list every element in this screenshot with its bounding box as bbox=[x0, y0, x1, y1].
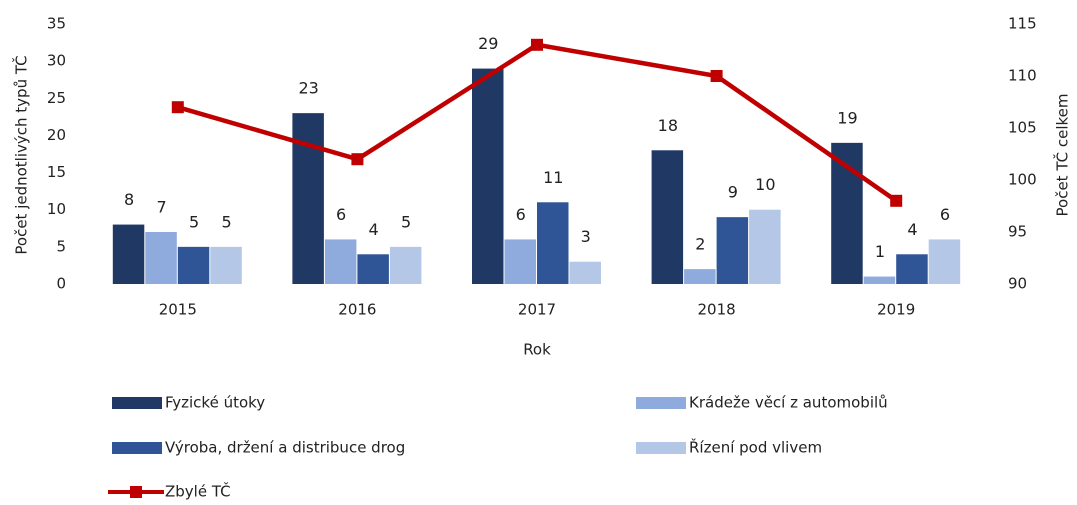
y-axis-title: Počet jednotlivých typů TČ bbox=[12, 55, 31, 254]
line-marker bbox=[710, 70, 723, 82]
value-label: 1 bbox=[875, 242, 885, 261]
legend-label: Krádeže věcí z automobilů bbox=[689, 394, 888, 412]
value-label: 2 bbox=[695, 235, 705, 254]
value-label: 5 bbox=[401, 212, 411, 231]
bar bbox=[177, 246, 210, 284]
value-label: 7 bbox=[156, 198, 166, 217]
x-tick-label: 2016 bbox=[338, 301, 376, 319]
x-axis-title: Rok bbox=[523, 341, 551, 359]
legend-label: Fyzické útoky bbox=[165, 394, 265, 412]
bar bbox=[896, 254, 928, 284]
value-label: 29 bbox=[478, 34, 498, 53]
bar bbox=[716, 217, 749, 284]
value-label: 10 bbox=[755, 175, 775, 194]
y-tick-label: 25 bbox=[47, 89, 66, 107]
y-tick-label: 35 bbox=[47, 15, 66, 33]
value-label: 6 bbox=[516, 205, 526, 224]
bar bbox=[684, 269, 716, 284]
bar bbox=[112, 224, 145, 284]
y2-tick-label: 115 bbox=[1008, 15, 1037, 33]
value-label: 5 bbox=[189, 212, 199, 231]
x-tick-label: 2015 bbox=[159, 301, 197, 319]
bar bbox=[292, 113, 324, 285]
bar bbox=[324, 239, 357, 284]
value-label: 19 bbox=[837, 108, 857, 127]
legend-label: Zbylé TČ bbox=[165, 482, 231, 501]
y-tick-label: 10 bbox=[47, 200, 66, 218]
bar bbox=[569, 261, 601, 284]
bar bbox=[472, 68, 504, 284]
y2-tick-label: 100 bbox=[1008, 171, 1037, 189]
x-tick-label: 2018 bbox=[698, 301, 736, 319]
y2-tick-label: 105 bbox=[1008, 119, 1037, 137]
value-label: 9 bbox=[728, 183, 738, 202]
bar bbox=[504, 239, 536, 284]
line-marker bbox=[171, 101, 184, 114]
value-label: 3 bbox=[581, 227, 591, 246]
y2-tick-label: 95 bbox=[1008, 223, 1027, 241]
legend-swatch bbox=[112, 397, 162, 409]
line bbox=[177, 42, 898, 203]
bar bbox=[749, 209, 781, 284]
line-marker bbox=[351, 153, 364, 166]
value-label: 4 bbox=[369, 220, 379, 239]
value-label: 11 bbox=[543, 168, 563, 187]
value-label: 8 bbox=[124, 190, 134, 209]
bar bbox=[210, 246, 242, 284]
value-label: 23 bbox=[298, 79, 318, 98]
x-tick-label: 2019 bbox=[877, 301, 915, 319]
y-tick-label: 20 bbox=[47, 126, 66, 144]
y-tick-label: 5 bbox=[56, 237, 66, 255]
line-marker bbox=[890, 194, 903, 207]
legend-swatch bbox=[636, 442, 686, 454]
bar bbox=[145, 232, 177, 284]
legend-swatch bbox=[636, 397, 686, 409]
legend-label: Řízení pod vlivem bbox=[689, 438, 822, 457]
value-label: 4 bbox=[907, 220, 917, 239]
value-label: 6 bbox=[336, 205, 346, 224]
y-tick-label: 15 bbox=[47, 163, 66, 181]
legend-swatch bbox=[112, 442, 162, 454]
y-tick-label: 30 bbox=[47, 52, 66, 70]
legend-label: Výroba, držení a distribuce drog bbox=[165, 439, 405, 457]
x-tick-label: 2017 bbox=[518, 301, 556, 319]
bar bbox=[357, 254, 389, 284]
y2-tick-label: 90 bbox=[1008, 275, 1027, 293]
y-tick-label: 0 bbox=[56, 275, 66, 293]
bar bbox=[928, 239, 961, 284]
value-label: 6 bbox=[940, 205, 950, 224]
bar bbox=[863, 276, 896, 284]
value-label: 5 bbox=[221, 212, 231, 231]
line-marker bbox=[531, 38, 543, 51]
y2-axis-title: Počet TČ celkem bbox=[1053, 94, 1072, 217]
y2-tick-label: 110 bbox=[1008, 67, 1037, 85]
bar bbox=[389, 246, 422, 284]
value-label: 18 bbox=[658, 116, 678, 135]
legend-marker bbox=[130, 486, 142, 498]
bar bbox=[651, 150, 684, 284]
bar bbox=[537, 202, 569, 284]
